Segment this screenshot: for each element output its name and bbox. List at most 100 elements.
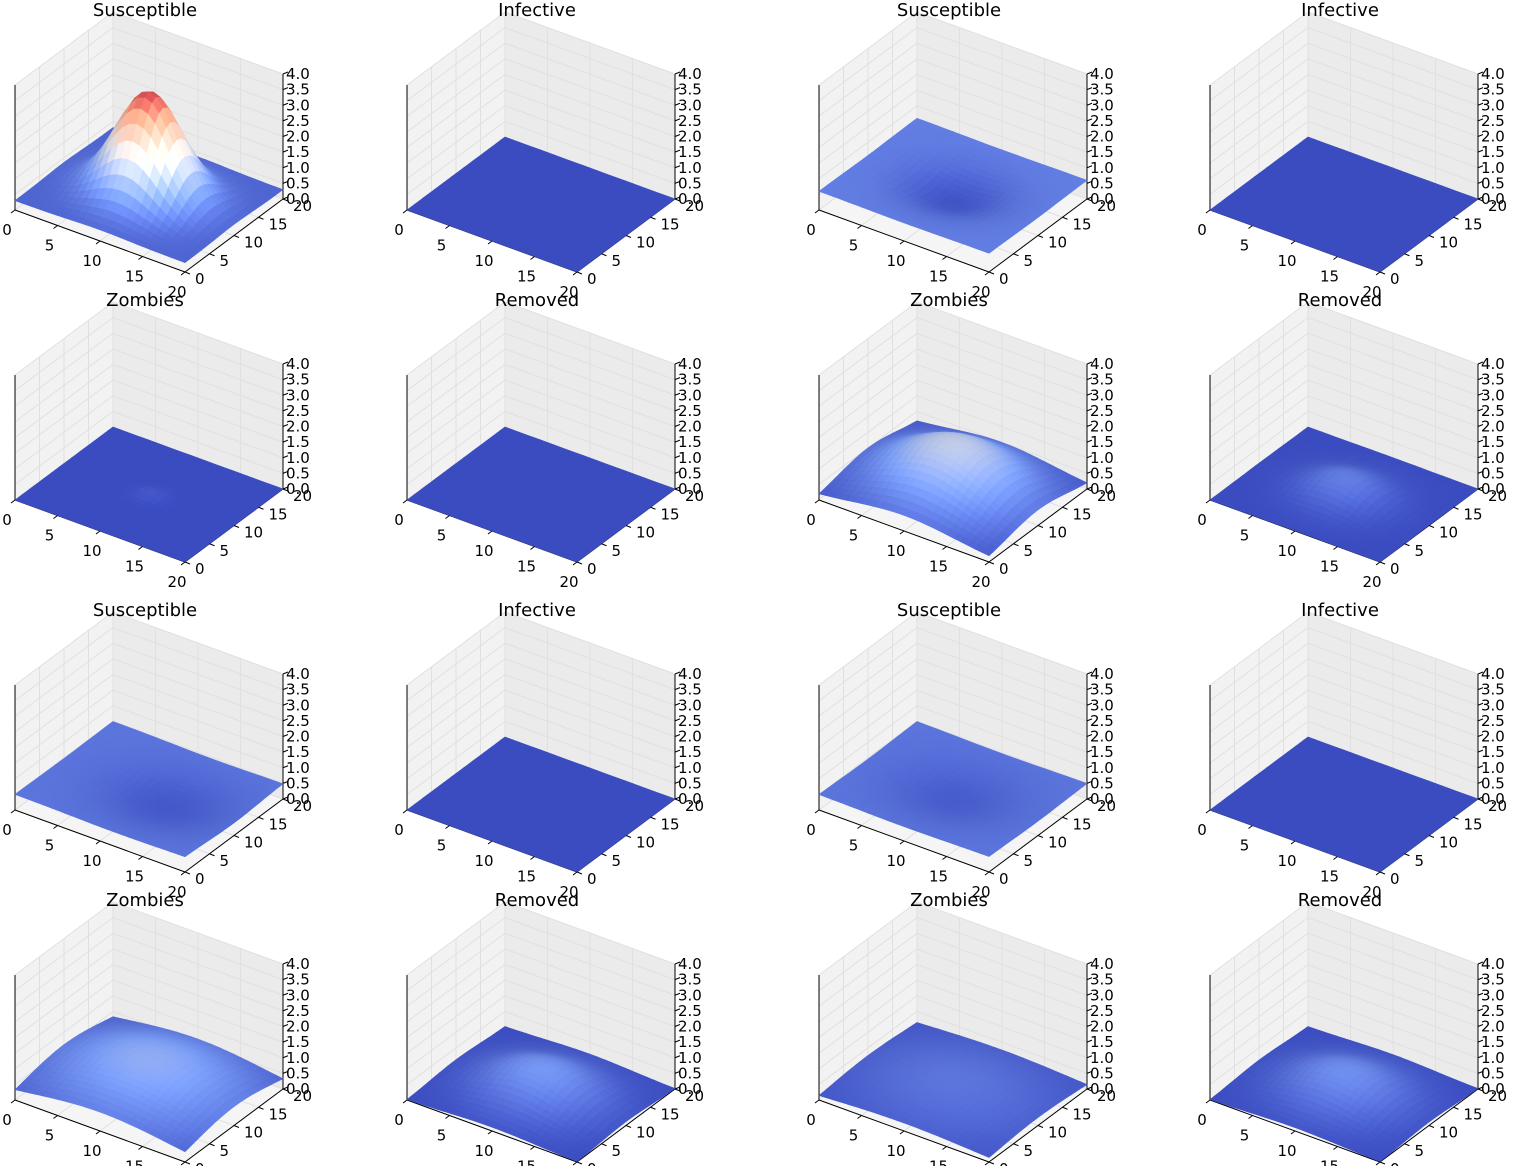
z-tick-label: 2.5 xyxy=(1481,112,1505,130)
x-tick-label: 5 xyxy=(1240,237,1250,255)
surface-panel: 05101520051015200.00.51.01.52.02.53.03.5… xyxy=(1197,0,1507,301)
z-tick-label: 1.5 xyxy=(1481,143,1505,161)
x-tick-mark xyxy=(814,499,820,504)
surface-panel: 05101520051015200.00.51.01.52.02.53.03.5… xyxy=(2,290,312,591)
grid-line xyxy=(406,89,676,164)
z-tick-mark xyxy=(282,71,289,75)
panel-title: Infective xyxy=(1301,0,1379,21)
z-tick-label: 3.0 xyxy=(1481,96,1505,114)
x-tick-mark xyxy=(402,499,408,504)
z-tick-label: 1.5 xyxy=(1090,143,1114,161)
grid-line xyxy=(14,42,284,117)
y-tick-label: 0 xyxy=(999,270,1009,288)
y-tick-label: 0 xyxy=(195,270,205,288)
y-tick-label: 5 xyxy=(612,542,622,560)
y-tick-label: 0 xyxy=(195,560,205,578)
z-tick-label: 2.0 xyxy=(286,128,310,146)
y-tick-mark xyxy=(1037,235,1044,238)
z-tick-mark xyxy=(282,102,289,106)
z-tick-label: 2.0 xyxy=(1481,128,1505,146)
x-tick-label: 5 xyxy=(849,527,859,545)
x-tick-label: 10 xyxy=(82,542,101,560)
x-tick-label: 15 xyxy=(125,558,144,576)
y-tick-label: 10 xyxy=(636,524,655,542)
z-tick-mark xyxy=(282,180,289,184)
x-tick-mark xyxy=(984,561,990,566)
z-tick-label: 3.5 xyxy=(678,371,702,389)
y-tick-mark xyxy=(1013,543,1019,547)
y-tick-mark xyxy=(233,525,240,528)
x-tick-mark xyxy=(445,515,450,519)
x-tick-mark xyxy=(1333,256,1338,260)
x-tick-mark xyxy=(1290,240,1296,245)
x-tick-label: 15 xyxy=(1320,268,1339,286)
y-tick-mark xyxy=(209,253,215,257)
grid-line xyxy=(14,73,284,148)
z-tick-label: 3.5 xyxy=(286,81,310,99)
z-tick-mark xyxy=(282,134,289,137)
grid-line xyxy=(406,73,676,148)
z-tick-label: 3.5 xyxy=(1481,81,1505,99)
z-tick-label: 2.0 xyxy=(286,418,310,436)
y-tick-label: 0 xyxy=(587,270,597,288)
z-tick-label: 2.5 xyxy=(1090,402,1114,420)
z-tick-label: 2.5 xyxy=(678,112,702,130)
x-tick-mark xyxy=(530,256,535,260)
z-tick-label: 1.0 xyxy=(678,159,702,177)
grid-line xyxy=(14,58,284,133)
y-tick-label: 0 xyxy=(1390,270,1400,288)
x-tick-mark xyxy=(572,271,578,276)
y-tick-label: 15 xyxy=(1073,215,1092,233)
y-tick-label: 10 xyxy=(1439,234,1458,252)
y-tick-label: 5 xyxy=(1024,252,1034,270)
z-tick-label: 4.0 xyxy=(678,65,702,83)
z-tick-label: 2.0 xyxy=(678,128,702,146)
y-tick-mark xyxy=(1404,253,1410,257)
z-tick-label: 1.0 xyxy=(286,449,310,467)
y-tick-label: 5 xyxy=(220,542,230,560)
x-tick-mark xyxy=(899,240,905,245)
x-tick-mark xyxy=(1375,271,1381,276)
x-tick-mark xyxy=(445,225,450,229)
x-tick-label: 5 xyxy=(45,237,55,255)
x-tick-mark xyxy=(1205,209,1211,214)
x-tick-label: 10 xyxy=(1277,252,1296,270)
x-tick-label: 20 xyxy=(559,573,578,591)
y-tick-label: 10 xyxy=(1048,524,1067,542)
x-tick-mark xyxy=(53,515,58,519)
x-tick-mark xyxy=(138,256,143,260)
surface-cell xyxy=(177,256,190,263)
y-tick-mark xyxy=(1062,506,1068,510)
surface-panel: 05101520051015200.00.51.01.52.02.53.03.5… xyxy=(806,290,1116,591)
grid-line xyxy=(406,120,676,195)
y-tick-mark xyxy=(184,271,191,275)
z-tick-label: 4.0 xyxy=(1090,355,1114,373)
x-tick-label: 10 xyxy=(886,252,905,270)
z-tick-label: 2.0 xyxy=(1090,128,1114,146)
y-tick-mark xyxy=(184,561,191,565)
x-tick-label: 20 xyxy=(167,283,186,301)
z-tick-label: 3.0 xyxy=(286,386,310,404)
x-tick-label: 5 xyxy=(45,527,55,545)
x-tick-label: 10 xyxy=(82,252,101,270)
x-tick-label: 20 xyxy=(971,573,990,591)
x-tick-mark xyxy=(180,561,186,566)
y-tick-label: 15 xyxy=(269,215,288,233)
x-tick-label: 15 xyxy=(517,558,536,576)
grid-line xyxy=(406,105,676,180)
z-tick-label: 2.5 xyxy=(1090,112,1114,130)
z-tick-label: 3.5 xyxy=(286,371,310,389)
y-tick-mark xyxy=(209,543,215,547)
z-tick-label: 0.5 xyxy=(286,464,310,482)
x-tick-label: 5 xyxy=(437,527,447,545)
z-tick-label: 0.0 xyxy=(1090,480,1114,498)
z-tick-label: 4.0 xyxy=(678,355,702,373)
z-tick-label: 0.0 xyxy=(286,190,310,208)
z-tick-label: 4.0 xyxy=(286,65,310,83)
x-tick-label: 0 xyxy=(2,511,12,529)
z-tick-label: 2.5 xyxy=(286,402,310,420)
y-tick-mark xyxy=(601,253,607,257)
y-tick-mark xyxy=(576,271,583,275)
x-tick-label: 0 xyxy=(1197,221,1207,239)
x-tick-mark xyxy=(942,546,947,550)
